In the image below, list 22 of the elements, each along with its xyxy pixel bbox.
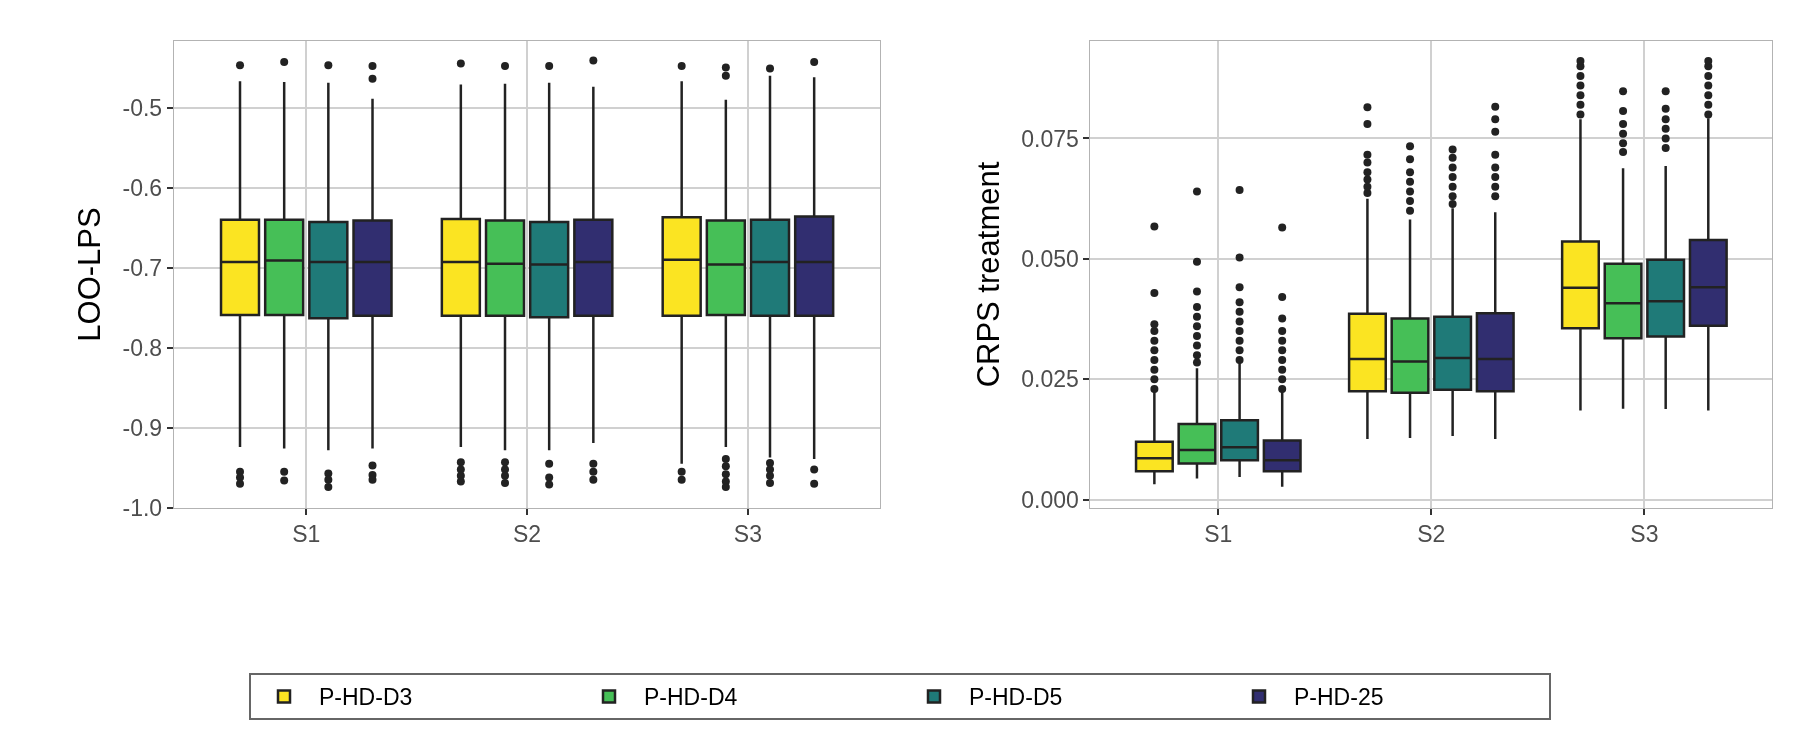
y-tick-label: 0.050 — [1021, 245, 1079, 272]
y-axis-title: CRPS treatment — [970, 161, 1006, 388]
y-tick-label: -0.9 — [122, 414, 163, 441]
x-tick-label: S1 — [1204, 521, 1233, 548]
x-tick-label: S2 — [513, 521, 542, 548]
y-axis-title: LOO-LPS — [72, 207, 108, 342]
y-tick-label: -0.5 — [122, 94, 163, 121]
legend-label: P-HD-D5 — [969, 684, 1063, 711]
y-tick-label: -0.6 — [122, 174, 163, 201]
y-tick-label: 0.000 — [1021, 486, 1079, 513]
x-tick-label: S3 — [1630, 521, 1659, 548]
x-tick-label: S2 — [1417, 521, 1446, 548]
y-tick-label: -1.0 — [122, 494, 163, 521]
y-tick-label: 0.025 — [1021, 366, 1079, 393]
legend-label: P-HD-D3 — [319, 684, 413, 711]
x-tick-label: S3 — [733, 521, 762, 548]
y-tick-label: 0.075 — [1021, 125, 1079, 152]
legend-label: P-HD-D4 — [644, 684, 738, 711]
legend-label: P-HD-25 — [1294, 684, 1384, 711]
x-tick-label: S1 — [292, 521, 321, 548]
y-tick-label: -0.7 — [122, 254, 163, 281]
y-tick-label: -0.8 — [122, 334, 163, 361]
